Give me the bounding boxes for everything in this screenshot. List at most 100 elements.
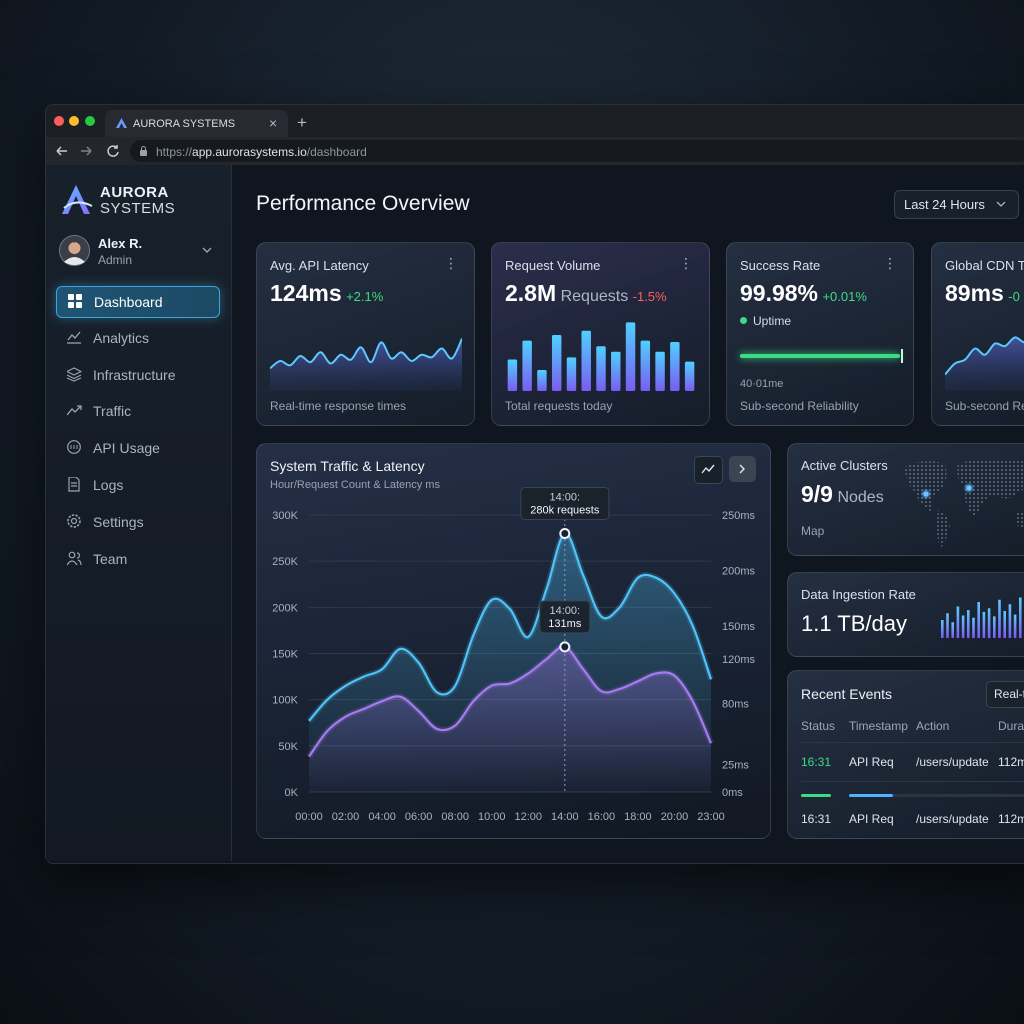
card-change: +2.1% [346,289,384,304]
spark-area [270,338,462,391]
spark-line [945,336,1024,376]
nav-icon [67,440,81,455]
avatar[interactable] [59,235,90,266]
nav-item[interactable]: Dashboard [56,286,220,318]
tab-close[interactable]: × [269,115,278,131]
y2-tick-label: 80ms [722,698,749,710]
tab-title: AURORA SYSTEMS [133,118,236,130]
bar [961,615,965,638]
bar [655,351,665,391]
maximize-dot[interactable] [85,116,95,126]
x-tick-label: 08:00 [441,811,469,823]
y-tick-label: 300K [272,510,298,522]
brand-top: AURORA [100,184,169,201]
nav-buttons[interactable] [54,143,124,159]
spark-line [270,338,462,370]
y-tick-label: 150K [272,649,298,661]
minimize-dot[interactable] [69,116,79,126]
nav-icon [67,366,82,382]
y2-tick-label: 200ms [722,565,756,577]
nav-item[interactable]: Traffic [56,396,218,426]
card-title: Avg. API Latency [270,258,369,273]
bar [566,357,577,391]
bar [1019,597,1022,638]
chart: 0K 50K 100K 150K 200K 250K 300K 0ms 25ms 80ms 120m… [272,486,756,823]
card-menu[interactable]: ⋮ [883,255,897,271]
y2-tick-label: 150ms [722,621,756,633]
table-cell: 16:31 [801,755,832,769]
y2-tick-label: 25ms [722,759,749,771]
card-menu[interactable]: ⋮ [679,255,693,271]
card-change: -1.5% [632,289,667,304]
y2-tick-label: 120ms [722,654,756,666]
bar [551,335,562,391]
clusters-value-row: 9/9 Nodes [801,481,884,508]
bar [581,330,591,391]
lock-icon [140,146,147,156]
card-value-row: 2.8M Requests -1.5% [505,280,667,307]
nav-label: Infrastructure [93,366,176,383]
card-value: 2.8M [505,280,557,306]
bar [951,622,954,638]
card-footer: Total requests today [505,399,613,413]
next-button[interactable] [729,456,756,482]
nav-item[interactable]: API Usage [56,433,218,463]
nav-label: Logs [93,477,124,493]
user-menu-chevron[interactable] [202,247,212,254]
card-menu[interactable]: ⋮ [444,255,458,271]
url-scheme: https:// [156,145,193,159]
x-tick-label: 20:00 [661,811,689,823]
series-line [308,645,713,758]
nav-item[interactable]: Infrastructure [56,360,218,390]
nav-item[interactable]: Team [56,544,218,574]
row-divider [801,742,1024,743]
close-dot[interactable] [54,116,64,126]
y2-tick-label: 250ms [722,510,756,522]
tab-icon [116,118,127,128]
tooltip [520,486,610,520]
x-tick-label: 18:00 [624,811,652,823]
nav-item[interactable]: Settings [56,507,218,537]
y2-tick-label: 0ms [722,787,743,799]
y-tick-label: 50K [278,741,298,753]
page-title: Performance Overview [256,192,470,215]
ingestion-bars [941,597,1022,638]
x-tick-label: 00:00 [295,811,323,823]
x-tick-label: 06:00 [405,811,433,823]
bar [611,351,621,391]
card-unit: Requests [560,288,629,305]
bar [941,620,944,638]
url-field[interactable] [130,140,1024,162]
nav-label: Analytics [93,329,150,346]
bar [977,602,980,638]
x-tick-label: 12:00 [515,811,543,823]
x-tick-label: 16:00 [588,811,616,823]
clusters-title: Active Clusters [801,458,888,473]
nav-item[interactable]: Analytics [56,323,218,353]
nav-icon [67,551,82,565]
user-name: Alex R. [98,236,143,251]
user-role: Admin [98,253,133,267]
tooltip-text: 280k requests [530,504,600,516]
bar [522,340,532,391]
nav-label: Team [93,550,128,567]
tab[interactable] [105,110,288,137]
nav-icon [68,477,80,492]
column-header: Dura [998,719,1024,733]
column-header: Action [916,719,950,733]
tooltip-text: 14:00: [550,491,581,503]
nav-item[interactable]: Logs [56,470,218,500]
table-cell: API Req [849,755,894,769]
sparkline [270,338,462,391]
bar [625,322,636,391]
range-select[interactable] [894,190,1019,219]
nav-icon [67,331,81,344]
realtime-button[interactable] [986,681,1024,708]
card-title: Request Volume [505,258,601,273]
bar-sparkline [507,322,695,391]
bar [982,611,986,638]
chart-title: System Traffic & Latency [270,458,425,474]
card-value: 99.98% [740,280,819,306]
new-tab[interactable]: + [297,113,307,132]
status-bar [801,794,831,797]
